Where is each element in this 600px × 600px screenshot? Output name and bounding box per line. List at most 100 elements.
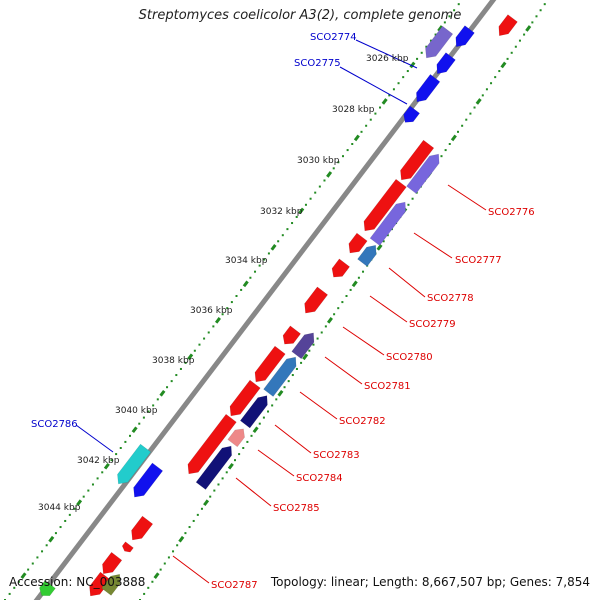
gene-arrow[interactable] [227, 425, 248, 448]
gene-arrow[interactable] [195, 442, 236, 490]
minor-tick [54, 532, 57, 535]
minor-tick [73, 507, 76, 510]
gene-label-sco2782[interactable]: SCO2782 [339, 416, 386, 427]
minor-tick [523, 33, 526, 36]
kbp-labels: 3026 kbp 3028 kbp 3030 kbp 3032 kbp 3034… [38, 54, 409, 513]
gene-label-sco2787[interactable]: SCO2787 [211, 580, 258, 591]
gene-label-sco2780[interactable]: SCO2780 [386, 352, 433, 363]
gene-label-sco2784[interactable]: SCO2784 [296, 473, 343, 484]
gene-arrow[interactable] [495, 14, 518, 40]
minor-tick [115, 453, 118, 456]
minor-tick [143, 592, 146, 595]
gene-arrow[interactable] [396, 139, 435, 184]
minor-tick [324, 325, 327, 328]
minor-tick [281, 234, 284, 237]
gene-label-sco2781[interactable]: SCO2781 [364, 381, 411, 392]
gene-label-sco2786[interactable]: SCO2786 [31, 419, 78, 430]
minor-tick [494, 76, 497, 79]
kbp-label: 3030 kbp [297, 156, 340, 166]
leader-line [447, 184, 487, 211]
leader-line [274, 424, 312, 454]
gene-arrow[interactable] [226, 379, 261, 420]
gene-arrow[interactable] [113, 443, 152, 488]
minor-tick [246, 440, 249, 443]
gene-arrow[interactable] [328, 258, 350, 281]
minor-tick [235, 295, 238, 297]
gene-arrow[interactable] [239, 392, 271, 429]
gene-label-sco2778[interactable]: SCO2778 [427, 293, 474, 304]
gene-arrow[interactable] [360, 178, 407, 235]
gene-arrow[interactable] [85, 571, 112, 600]
gene-label-sco2783[interactable]: SCO2783 [313, 450, 360, 461]
major-tick [525, 25, 532, 32]
minor-tick [481, 94, 484, 97]
gene-label-sco2779[interactable]: SCO2779 [409, 319, 456, 330]
minor-tick [176, 544, 179, 547]
minor-tick [167, 556, 170, 559]
minor-tick [465, 118, 468, 121]
minor-tick [188, 526, 191, 529]
minor-tick [179, 367, 182, 370]
gene-arrow[interactable] [121, 541, 134, 554]
gene-arrow[interactable] [291, 329, 319, 360]
minor-tick [351, 143, 354, 145]
minor-tick [416, 57, 419, 60]
gene-label-sco2774[interactable]: SCO2774 [310, 32, 357, 43]
gene-arrow[interactable] [127, 515, 154, 544]
major-tick [298, 207, 305, 215]
gene-arrow[interactable] [345, 232, 368, 257]
gene-label-sco2785[interactable]: SCO2785 [273, 503, 320, 514]
minor-tick [300, 361, 303, 364]
minor-tick [510, 51, 513, 54]
gene-arrow[interactable] [433, 52, 456, 78]
minor-tick [323, 179, 326, 182]
minor-tick [41, 550, 44, 553]
minor-tick [341, 155, 344, 158]
minor-tick [275, 398, 278, 401]
minor-tick [207, 331, 210, 334]
minor-tick [101, 471, 104, 474]
minor-tick [295, 215, 298, 218]
gene-label-sco2777[interactable]: SCO2777 [455, 255, 502, 266]
major-tick [242, 280, 249, 288]
minor-tick [473, 106, 476, 109]
leader-line [172, 555, 210, 584]
minor-tick [457, 3, 460, 6]
gene-arrow[interactable] [251, 345, 286, 386]
gene-arrow[interactable] [406, 150, 444, 194]
minor-tick [209, 495, 212, 498]
gene-arrow[interactable] [279, 325, 301, 348]
minor-tick [242, 447, 245, 449]
minor-tick [374, 112, 377, 115]
minor-tick [406, 70, 409, 73]
gene-arrow[interactable] [98, 551, 123, 577]
gene-arrow[interactable] [369, 198, 410, 246]
minor-tick [249, 276, 252, 279]
minor-tick [316, 337, 319, 340]
gene-arrow[interactable] [357, 242, 381, 267]
minor-tick [142, 416, 145, 419]
minor-tick [96, 477, 99, 480]
minor-tick [193, 349, 196, 352]
minor-tick [200, 507, 203, 510]
gene-label-sco2775[interactable]: SCO2775 [294, 58, 341, 69]
gene-arrow[interactable] [101, 571, 125, 596]
minor-tick [138, 422, 141, 425]
gene-arrow[interactable] [184, 413, 237, 478]
minor-tick [68, 513, 71, 516]
gene-arrow[interactable] [452, 25, 475, 51]
minor-tick [203, 337, 206, 340]
minor-tick [287, 380, 290, 383]
leader-line [355, 39, 418, 69]
leader-line [339, 66, 408, 105]
gene-arrow[interactable] [421, 25, 454, 62]
gene-label-sco2776[interactable]: SCO2776 [488, 207, 535, 218]
gene-arrow[interactable] [300, 286, 329, 317]
gene-arrow[interactable] [400, 105, 420, 126]
major-tick [214, 317, 221, 324]
minor-tick [314, 191, 317, 194]
gene-arrow[interactable] [129, 462, 164, 501]
gene-arrow[interactable] [263, 353, 301, 397]
gene-arrow[interactable] [412, 74, 441, 105]
gene-arrow[interactable] [37, 580, 56, 599]
